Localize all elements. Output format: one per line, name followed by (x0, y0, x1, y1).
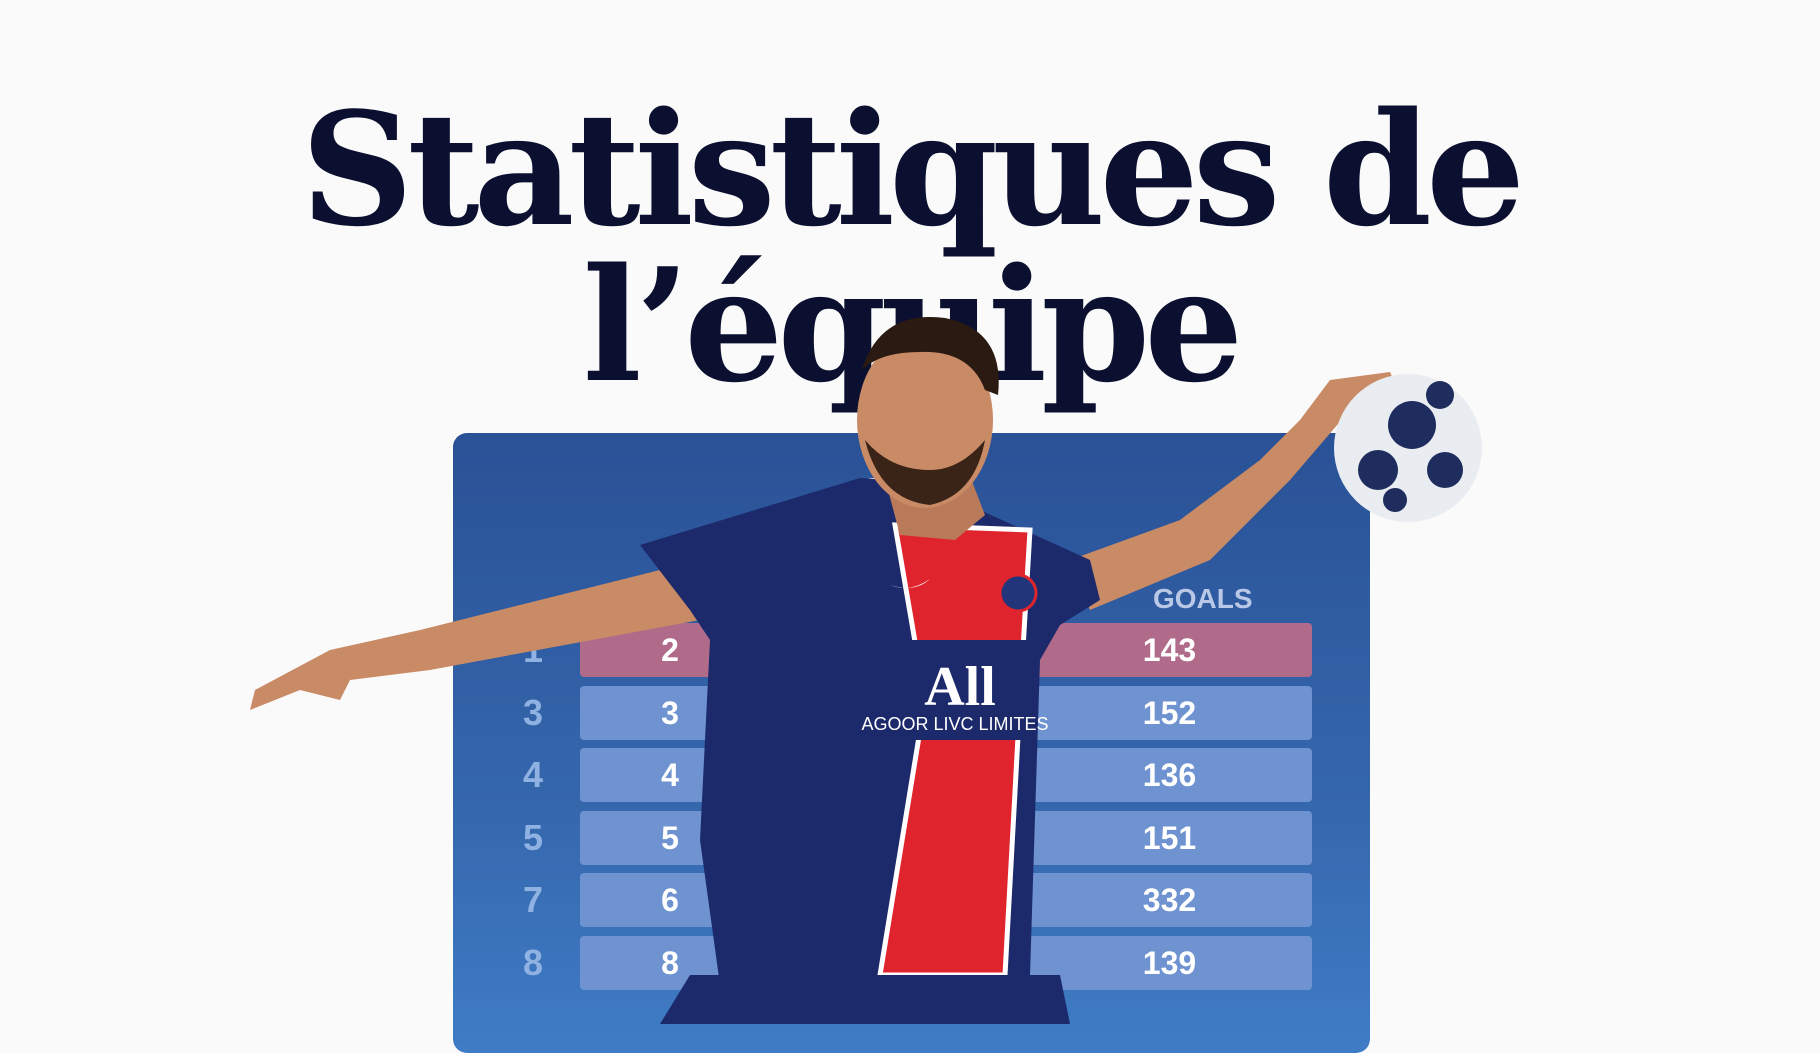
goals-cell: 151 (1027, 810, 1312, 865)
rank-cell: 7 (522, 879, 544, 921)
goals-cell: 143 (1027, 623, 1312, 677)
sponsor-mark: All (924, 656, 996, 718)
goals-cell: 136 (1027, 748, 1312, 803)
club-crest-icon (998, 573, 1038, 613)
hair (862, 317, 999, 395)
beard (865, 440, 985, 505)
rank-cell: 3 (522, 691, 544, 733)
goals-column-header: GOALS (1153, 583, 1253, 614)
rank-cell: 5 (522, 816, 544, 858)
rank-cell: 8 (522, 942, 544, 983)
left-arm (250, 560, 700, 710)
table-row: 3 3 152 (453, 685, 1370, 740)
table-row: 4 4 136 (453, 748, 1370, 803)
rank-cell: 4 (522, 754, 544, 796)
sponsor-text: AGOOR LIVC LIMITES (861, 714, 1048, 734)
goals-cell: 139 (1027, 936, 1312, 990)
goals-cell: 332 (1027, 873, 1312, 928)
handball-ball (1334, 374, 1482, 522)
handball-player: All AGOOR LIVC LIMITES (250, 317, 1482, 1024)
jersey-red-stripe (880, 525, 1030, 975)
table-row: 12143 (453, 623, 1370, 677)
goals-cell: 152 (1027, 685, 1312, 740)
shorts (660, 975, 1070, 1024)
right-arm (1070, 372, 1400, 610)
